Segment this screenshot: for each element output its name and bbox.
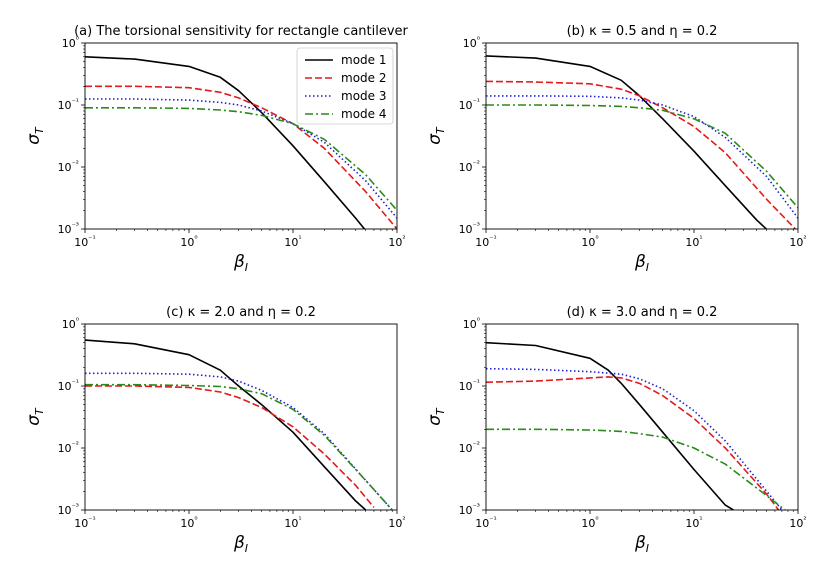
x-tick-label: 10⁻¹	[74, 515, 95, 530]
legend-label: mode 4	[341, 107, 386, 121]
y-tick-label: 10⁻¹	[459, 97, 480, 112]
series-line-mode-1	[85, 56, 366, 229]
legend: mode 1 mode 2 mode 3 mode 4	[296, 47, 394, 125]
legend-label: mode 1	[341, 53, 386, 67]
series-line-mode-1	[85, 339, 367, 510]
x-tick-label: 10⁰	[180, 515, 197, 530]
plot-frame	[84, 42, 398, 230]
x-tick-label: 10²	[789, 515, 806, 530]
subplot-title: (d) κ = 3.0 and η = 0.2	[567, 305, 718, 320]
series-line-mode-2	[85, 385, 375, 508]
series-line-mode-4	[486, 104, 798, 209]
series-line-mode-1	[486, 341, 734, 510]
plot-frame	[485, 323, 799, 511]
x-tick-label: 10¹	[284, 234, 301, 249]
y-axis-label: σT	[24, 126, 46, 145]
x-tick-label: 10⁰	[581, 515, 598, 530]
legend-box	[296, 47, 394, 125]
x-tick-label: 10²	[388, 515, 405, 530]
series-line-mode-1	[486, 55, 768, 229]
subplot-title: (c) κ = 2.0 and η = 0.2	[166, 305, 316, 320]
legend-label: mode 2	[341, 71, 386, 85]
y-tick-label: 10⁰	[463, 35, 480, 50]
y-tick-label: 10⁻²	[58, 440, 79, 455]
subplot-d: 10⁻¹ 10⁰ 10¹ 10² 10⁻³ 10⁻² 10⁻¹ 10⁰ (d) κ = 3.0 …	[425, 305, 807, 555]
plot-frame	[485, 42, 799, 230]
y-tick-label: 10⁻²	[459, 440, 480, 455]
x-tick-label: 10⁻¹	[74, 234, 95, 249]
series-line-mode-3	[486, 95, 798, 219]
series-line-mode-2	[486, 376, 780, 510]
series-line-mode-3	[85, 98, 397, 219]
y-tick-label: 10⁻¹	[58, 97, 79, 112]
legend-label: mode 3	[341, 89, 386, 103]
subplot-c: 10⁻¹ 10⁰ 10¹ 10² 10⁻³ 10⁻² 10⁻¹ 10⁰ (c) κ = 2.0 …	[24, 305, 406, 555]
series-line-mode-3	[85, 372, 393, 510]
y-tick-label: 10⁻²	[58, 159, 79, 174]
y-tick-label: 10⁰	[463, 316, 480, 331]
series-line-mode-2	[486, 80, 797, 229]
y-tick-label: 10⁻¹	[58, 378, 79, 393]
y-tick-label: 10⁻²	[459, 159, 480, 174]
x-tick-label: 10⁻¹	[475, 515, 496, 530]
x-tick-label: 10¹	[685, 234, 702, 249]
y-tick-label: 10⁻³	[459, 502, 480, 517]
subplot-title: (b) κ = 0.5 and η = 0.2	[567, 24, 718, 39]
y-tick-label: 10⁰	[62, 316, 79, 331]
y-axis-label: σT	[425, 407, 447, 426]
y-tick-label: 10⁻³	[58, 502, 79, 517]
y-axis-label: σT	[24, 407, 46, 426]
series-line-mode-4	[85, 383, 393, 510]
x-axis-label: βI	[634, 252, 649, 274]
y-tick-label: 10⁻³	[459, 221, 480, 236]
x-axis-label: βI	[634, 533, 649, 555]
x-tick-label: 10¹	[685, 515, 702, 530]
x-axis-label: βI	[233, 252, 248, 274]
plot-frame	[84, 323, 398, 511]
x-tick-label: 10²	[388, 234, 405, 249]
y-tick-label: 10⁰	[62, 35, 79, 50]
series-line-mode-4	[85, 107, 397, 211]
y-tick-label: 10⁻¹	[459, 378, 480, 393]
subplot-title: (a) The torsional sensitivity for rectan…	[74, 24, 408, 39]
series-line-mode-2	[85, 85, 397, 229]
x-tick-label: 10²	[789, 234, 806, 249]
y-tick-label: 10⁻³	[58, 221, 79, 236]
x-axis-label: βI	[233, 533, 248, 555]
series-line-mode-3	[486, 367, 783, 510]
x-tick-label: 10⁻¹	[475, 234, 496, 249]
series-line-mode-4	[486, 428, 786, 510]
x-tick-label: 10¹	[284, 515, 301, 530]
y-axis-label: σT	[425, 126, 447, 145]
x-tick-label: 10⁰	[180, 234, 197, 249]
subplot-b: 10⁻¹ 10⁰ 10¹ 10² 10⁻³ 10⁻² 10⁻¹ 10⁰ (b) κ = 0.5 …	[425, 24, 807, 274]
x-tick-label: 10⁰	[581, 234, 598, 249]
